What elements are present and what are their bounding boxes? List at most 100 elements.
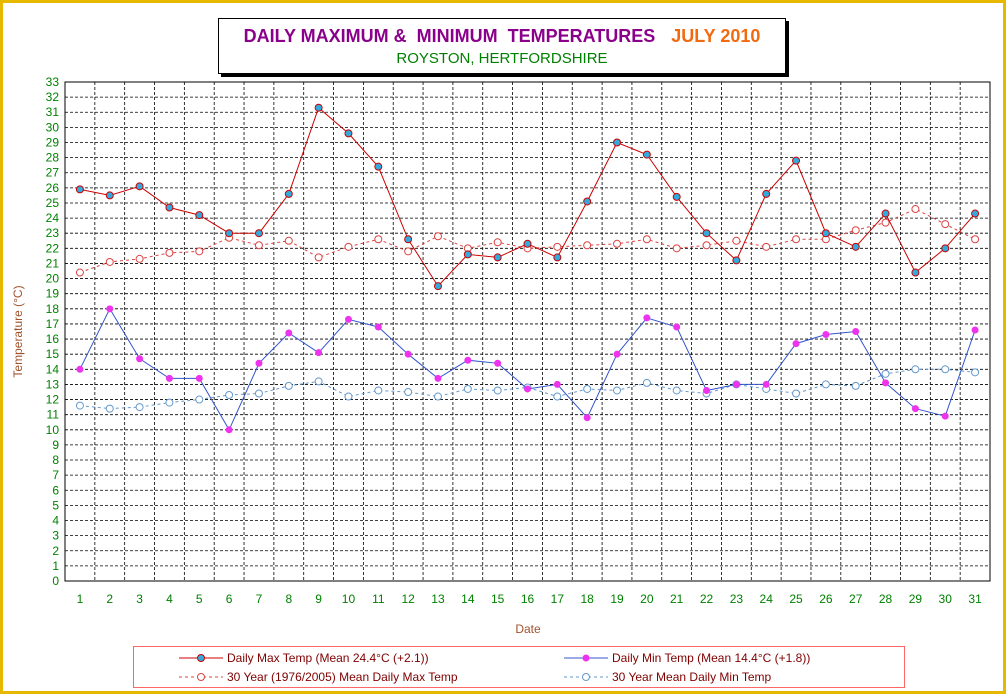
data-point-daily-min [315,349,323,357]
y-tick-label: 2 [52,544,59,558]
data-point-normal-max [284,236,293,245]
data-point-daily-max [523,239,532,248]
data-point-daily-max [702,229,711,238]
data-point-normal-max [135,254,144,263]
y-tick-label: 27 [46,166,60,180]
data-point-daily-min [911,405,919,413]
data-point-daily-min [703,386,711,394]
y-tick-label: 8 [52,453,59,467]
legend-label-daily-max: Daily Max Temp (Mean 24.4°C (+2.1)) [227,651,429,665]
data-point-daily-min [404,350,412,358]
data-point-daily-min [673,323,681,331]
x-tick-label: 23 [730,592,744,606]
data-point-daily-max [314,103,323,112]
data-point-daily-min [882,379,890,387]
data-point-daily-max [851,242,860,251]
data-point-daily-max [821,229,830,238]
x-tick-label: 8 [285,592,292,606]
data-point-daily-max [135,182,144,191]
data-point-normal-min [642,378,651,387]
data-point-daily-min [195,374,203,382]
data-point-daily-max [642,150,651,159]
data-point-daily-max [493,253,502,262]
x-tick-label: 10 [342,592,356,606]
title-month: JULY 2010 [671,26,761,46]
data-point-daily-max [254,229,263,238]
data-point-daily-min [553,380,561,388]
data-point-daily-min [852,328,860,335]
y-tick-label: 16 [46,332,60,346]
data-point-normal-max [881,218,890,227]
y-tick-label: 10 [46,423,60,437]
x-tick-label: 1 [77,592,84,606]
legend-swatch-daily-max [179,654,223,662]
data-point-daily-min [165,374,173,382]
x-tick-label: 15 [491,592,505,606]
y-axis-ticks: 0123456789101112131415161718192021222324… [46,75,60,588]
data-point-normal-max [642,235,651,244]
data-point-normal-max [195,247,204,256]
data-point-daily-max [75,185,84,194]
data-point-daily-min [106,305,114,313]
y-tick-label: 31 [46,105,60,119]
data-point-normal-min [404,387,413,396]
y-tick-label: 33 [46,75,60,89]
data-point-normal-max [732,236,741,245]
data-point-daily-min [941,412,949,420]
x-tick-label: 22 [700,592,714,606]
x-tick-label: 31 [968,592,982,606]
y-tick-label: 28 [46,151,60,165]
x-tick-label: 6 [226,592,233,606]
data-point-daily-min [971,326,979,334]
data-point-normal-min [792,389,801,398]
data-point-daily-min [792,340,800,348]
y-tick-label: 26 [46,181,60,195]
x-tick-label: 21 [670,592,684,606]
x-tick-label: 16 [521,592,535,606]
x-tick-label: 4 [166,592,173,606]
data-point-normal-min [374,386,383,395]
legend-swatch-normal-min [564,673,608,681]
x-tick-label: 26 [819,592,833,606]
x-tick-label: 30 [939,592,953,606]
data-point-daily-max [195,211,204,220]
data-point-daily-min [732,380,740,388]
data-point-normal-min [911,365,920,374]
data-point-normal-max [851,226,860,235]
data-point-daily-min [583,414,591,422]
data-point-daily-min [225,426,233,434]
data-point-daily-max [404,235,413,244]
x-tick-label: 7 [256,592,263,606]
series-normal-min [75,365,980,413]
data-point-daily-max [225,229,234,238]
y-tick-label: 29 [46,135,60,149]
series-layer [75,103,980,434]
x-tick-label: 9 [315,592,322,606]
data-point-normal-max [702,241,711,250]
data-point-normal-min [553,392,562,401]
x-axis-title: Date [515,622,541,636]
y-tick-label: 4 [52,514,59,528]
data-point-normal-max [493,238,502,247]
data-point-normal-max [344,242,353,251]
data-point-normal-min [851,381,860,390]
series-daily-max [75,103,980,291]
title-box: DAILY MAXIMUM & MINIMUM TEMPERATURES JULY… [218,18,786,74]
data-point-normal-max [672,244,681,253]
x-tick-label: 27 [849,592,863,606]
data-point-daily-min [344,315,352,323]
y-tick-label: 3 [52,529,59,543]
x-tick-label: 19 [610,592,624,606]
y-tick-label: 13 [46,377,60,391]
y-tick-label: 6 [52,483,59,497]
legend-label-normal-min: 30 Year Mean Daily Min Temp [612,670,772,684]
data-point-normal-max [613,239,622,248]
x-tick-label: 14 [461,592,475,606]
y-tick-label: 20 [46,272,60,286]
data-point-daily-max [911,268,920,277]
x-tick-label: 18 [580,592,594,606]
data-point-normal-min [881,369,890,378]
y-tick-label: 32 [46,90,60,104]
data-point-daily-min [255,359,263,367]
